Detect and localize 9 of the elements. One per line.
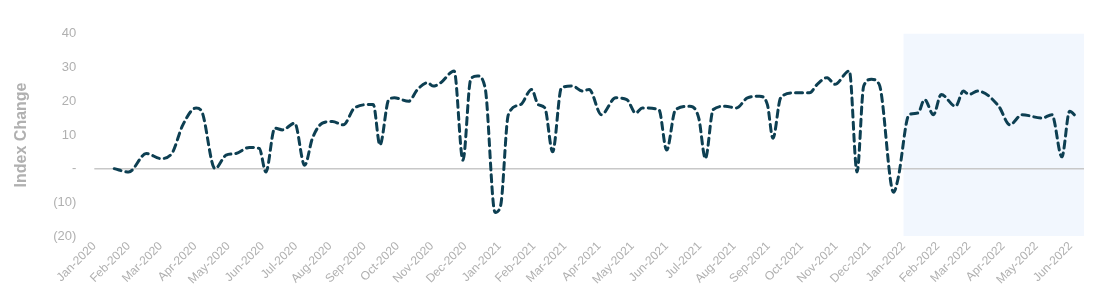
y-tick-label: (10) xyxy=(53,193,77,209)
line-series xyxy=(112,69,1079,214)
y-tick-label: (20) xyxy=(53,227,77,243)
y-tick-label: - xyxy=(71,160,77,176)
y-tick-label: 20 xyxy=(61,92,77,108)
y-axis-title: Index Change xyxy=(12,82,30,188)
y-tick-label: 40 xyxy=(61,25,77,41)
y-tick-label: 30 xyxy=(61,59,77,75)
y-tick-label: 10 xyxy=(61,126,77,142)
